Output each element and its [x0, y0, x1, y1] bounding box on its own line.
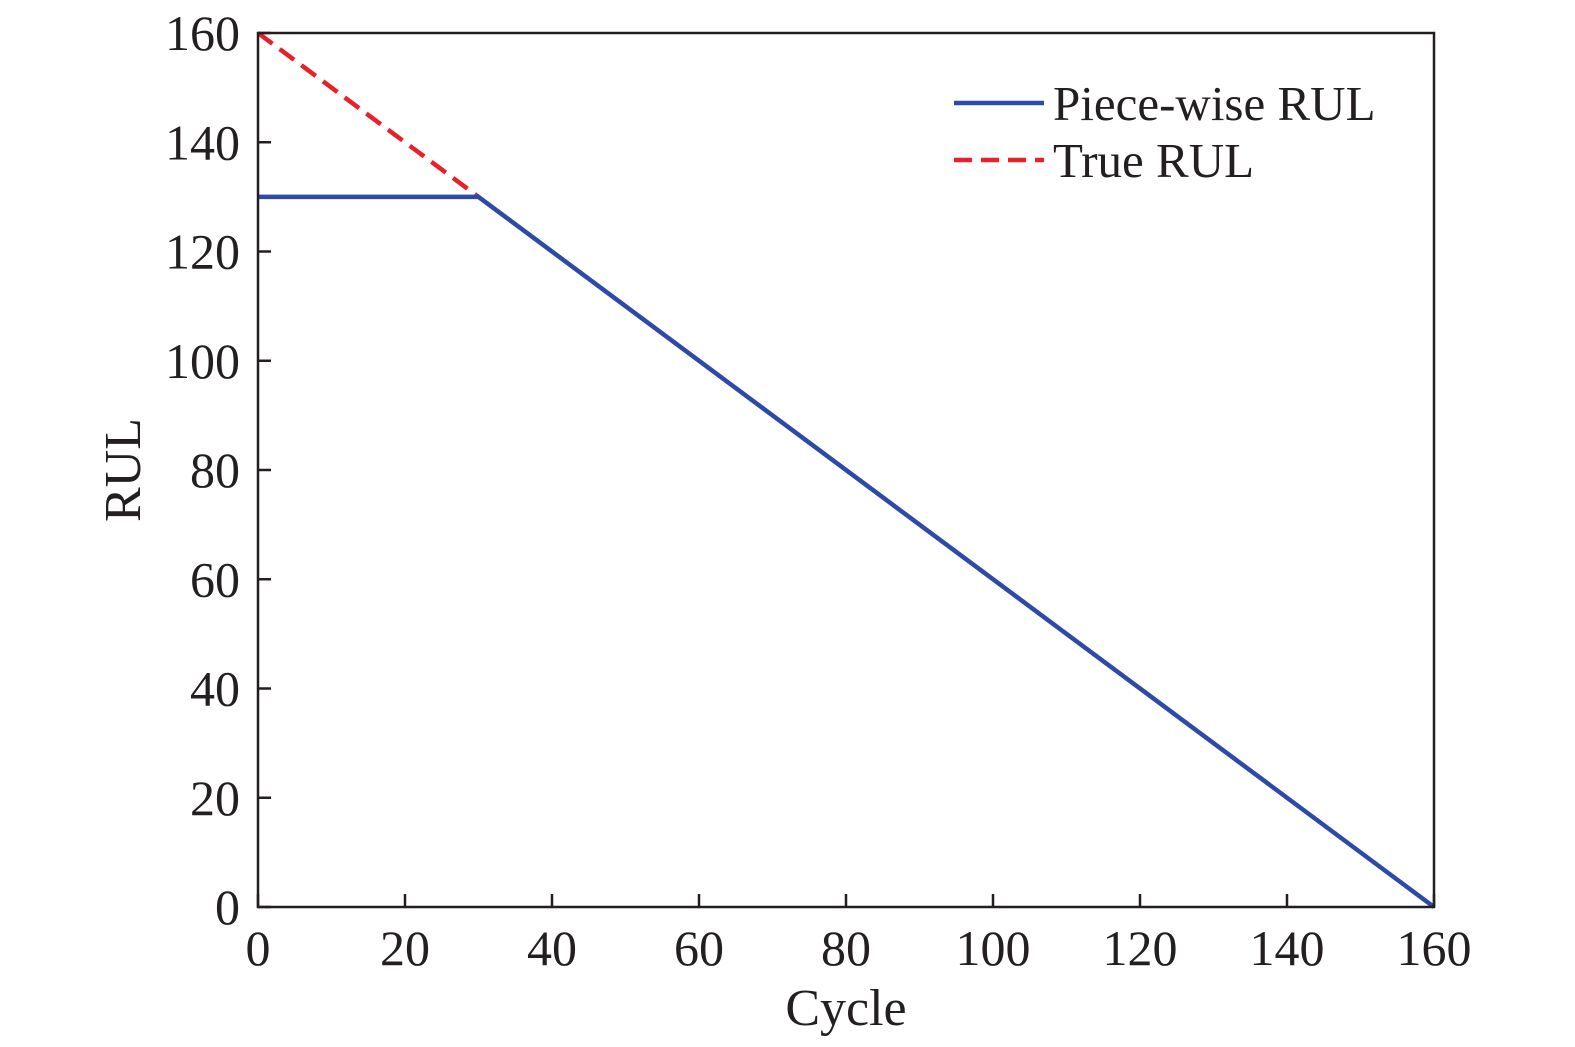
y-tick-label: 60 — [190, 551, 240, 607]
x-tick-label: 100 — [956, 920, 1031, 976]
y-tick-label: 160 — [165, 5, 240, 61]
y-axis: 0 20 40 60 80 100 120 140 160 — [165, 5, 271, 935]
series-line-true-rul — [256, 31, 480, 199]
x-tick-label: 20 — [380, 920, 430, 976]
legend-label: Piece-wise RUL — [1053, 76, 1376, 131]
x-axis-title: Cycle — [785, 980, 906, 1037]
plot-lines — [256, 31, 1436, 909]
x-tick-label: 140 — [1250, 920, 1325, 976]
y-tick-label: 120 — [165, 224, 240, 280]
x-axis: 0 20 40 60 80 100 120 140 160 — [246, 894, 1472, 976]
x-tick-label: 40 — [527, 920, 577, 976]
x-tick-label: 160 — [1397, 920, 1472, 976]
y-tick-label: 40 — [190, 661, 240, 717]
y-tick-label: 100 — [165, 333, 240, 389]
x-tick-label: 60 — [674, 920, 724, 976]
x-tick-label: 80 — [821, 920, 871, 976]
y-tick-label: 20 — [190, 770, 240, 826]
x-tick-label: 0 — [246, 920, 271, 976]
legend-label: True RUL — [1053, 133, 1254, 188]
y-axis-title: RUL — [95, 418, 152, 522]
x-tick-label: 120 — [1103, 920, 1178, 976]
y-tick-label: 80 — [190, 442, 240, 498]
y-tick-label: 0 — [215, 879, 240, 935]
series-line-piece-wise-rul — [258, 194, 1436, 909]
y-tick-label: 140 — [165, 114, 240, 170]
